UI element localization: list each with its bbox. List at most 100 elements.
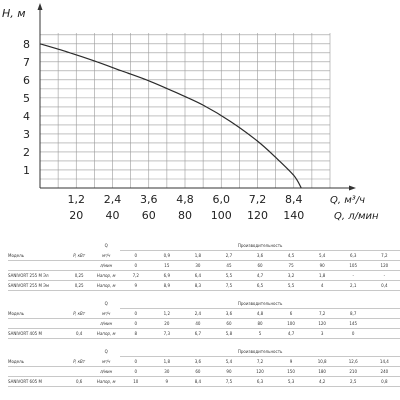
head-value: 5,8 <box>213 328 245 339</box>
model-name: SANIVORT 605 M <box>8 376 67 387</box>
power-value: 0,25 <box>66 280 93 291</box>
q-m3h-value: 8,7 <box>337 308 369 319</box>
unit-m3h: м³/ч <box>92 356 121 367</box>
x-tick-label-lmin: 120 <box>247 209 268 222</box>
head-value: 0,4 <box>368 280 400 291</box>
head-value: 6,7 <box>182 328 214 339</box>
power-label: P, кВт <box>66 308 93 319</box>
x-axis-label-lmin: Q, л/мин <box>334 211 379 222</box>
q-m3h-value: 0 <box>120 356 152 367</box>
perf-label: Производительность <box>120 241 400 251</box>
q-m3h-value: 0 <box>120 250 152 261</box>
q-lmin-value: 80 <box>244 318 276 329</box>
q-lmin-value: 20 <box>151 318 183 329</box>
x-tick-label-m3h: 6,0 <box>213 193 231 206</box>
q-lmin-value: 15 <box>151 260 183 271</box>
q-lmin-value: 60 <box>182 366 214 377</box>
q-m3h-value: 12,6 <box>337 356 369 367</box>
x-tick-label-lmin: 100 <box>211 209 232 222</box>
model-label: Модель <box>8 308 67 319</box>
q-m3h-value <box>368 308 400 319</box>
q-lmin-value: 240 <box>368 366 400 377</box>
y-tick-labels: 8 7 6 5 4 3 2 1 <box>23 38 30 177</box>
empty-cell <box>8 347 66 357</box>
x-tick-label-lmin: 140 <box>283 209 304 222</box>
head-value: 7,3 <box>151 328 183 339</box>
q-m3h-value: 2,4 <box>182 308 214 319</box>
x-axis-arrow <box>349 185 356 191</box>
unit-lmin: л/мин <box>92 318 121 329</box>
head-value: 5,5 <box>275 280 307 291</box>
head-value: 2,1 <box>337 280 369 291</box>
unit-m3h: м³/ч <box>92 250 121 261</box>
empty-cell <box>66 241 92 251</box>
head-unit: Напор, м <box>92 376 121 387</box>
q-m3h-value: 5,4 <box>306 250 338 261</box>
q-lmin-value: 30 <box>182 260 214 271</box>
q-m3h-value: 2,7 <box>213 250 245 261</box>
perf-label: Производительность <box>120 299 400 309</box>
q-lmin-value: 180 <box>306 366 338 377</box>
head-value: 5 <box>244 328 276 339</box>
q-m3h-value: 3,6 <box>182 356 214 367</box>
empty-cell <box>8 366 67 377</box>
q-m3h-value: 7,2 <box>306 308 338 319</box>
x-tick-labels: 1,2 20 2,4 40 3,6 60 4,8 80 6,0 100 7,2 120 8,4 140 <box>68 193 305 222</box>
q-lmin-value: 0 <box>120 260 152 271</box>
empty-cell <box>8 318 67 329</box>
q-m3h-value: 10,8 <box>306 356 338 367</box>
head-value: 8,9 <box>151 280 183 291</box>
power-label: P, кВт <box>66 356 93 367</box>
head-value: 2,5 <box>337 376 369 387</box>
y-tick-label: 3 <box>23 128 30 141</box>
q-symbol: Q <box>104 349 108 355</box>
q-symbol: Q <box>104 243 108 249</box>
head-unit: Напор, м <box>92 280 121 291</box>
head-value: - <box>368 270 400 281</box>
q-lmin-value: 60 <box>244 260 276 271</box>
q-lmin-value <box>368 318 400 329</box>
q-lmin-value: 210 <box>337 366 369 377</box>
head-value: 9 <box>151 376 183 387</box>
head-value: 4 <box>306 280 338 291</box>
head-value: 4,2 <box>306 376 338 387</box>
y-tick-label: 4 <box>23 110 30 123</box>
q-m3h-value: 0 <box>120 308 152 319</box>
q-m3h-value: 0,9 <box>151 250 183 261</box>
perf-label: Производительность <box>120 347 400 357</box>
q-lmin-value: 0 <box>120 366 152 377</box>
head-unit: Напор, м <box>92 328 121 339</box>
power-value: 0,6 <box>66 376 93 387</box>
head-value: 6,4 <box>182 270 214 281</box>
empty-cell <box>66 347 92 357</box>
head-value: 7,2 <box>120 270 152 281</box>
head-unit: Напор, м <box>92 270 121 281</box>
head-value: 7,5 <box>213 280 245 291</box>
x-tick-label-m3h: 4,8 <box>176 193 194 206</box>
q-symbol: Q <box>104 301 108 307</box>
q-m3h-value: 3,6 <box>244 250 276 261</box>
q-m3h-value: 9 <box>275 356 307 367</box>
model-name: SANIVORT 405 M <box>8 328 67 339</box>
q-lmin-value: 75 <box>275 260 307 271</box>
x-axis-label-m3h: Q, м³/ч <box>330 195 365 206</box>
q-m3h-value: 5,4 <box>213 356 245 367</box>
head-value <box>368 328 400 339</box>
unit-lmin: л/мин <box>92 366 121 377</box>
empty-cell <box>66 299 92 309</box>
q-lmin-value: 120 <box>244 366 276 377</box>
pump-curve-line <box>39 43 302 189</box>
performance-table-255: Q Производительность Модель P, кВт м³/ч 0 0,9 1… <box>8 241 400 291</box>
performance-table-405: Q Производительность Модель P, кВт м³/ч 0 1,2 2… <box>8 299 400 339</box>
q-m3h-value: 7,2 <box>368 250 400 261</box>
empty-cell <box>8 299 66 309</box>
q-lmin-value: 0 <box>120 318 152 329</box>
y-tick-label: 1 <box>23 164 30 177</box>
power-value: 0,4 <box>66 328 93 339</box>
q-lmin-value: 150 <box>275 366 307 377</box>
model-label: Модель <box>8 250 67 261</box>
empty-cell <box>66 366 93 377</box>
q-m3h-value: 1,8 <box>151 356 183 367</box>
head-value: 5,5 <box>213 270 245 281</box>
x-tick-label-m3h: 3,6 <box>140 193 158 206</box>
